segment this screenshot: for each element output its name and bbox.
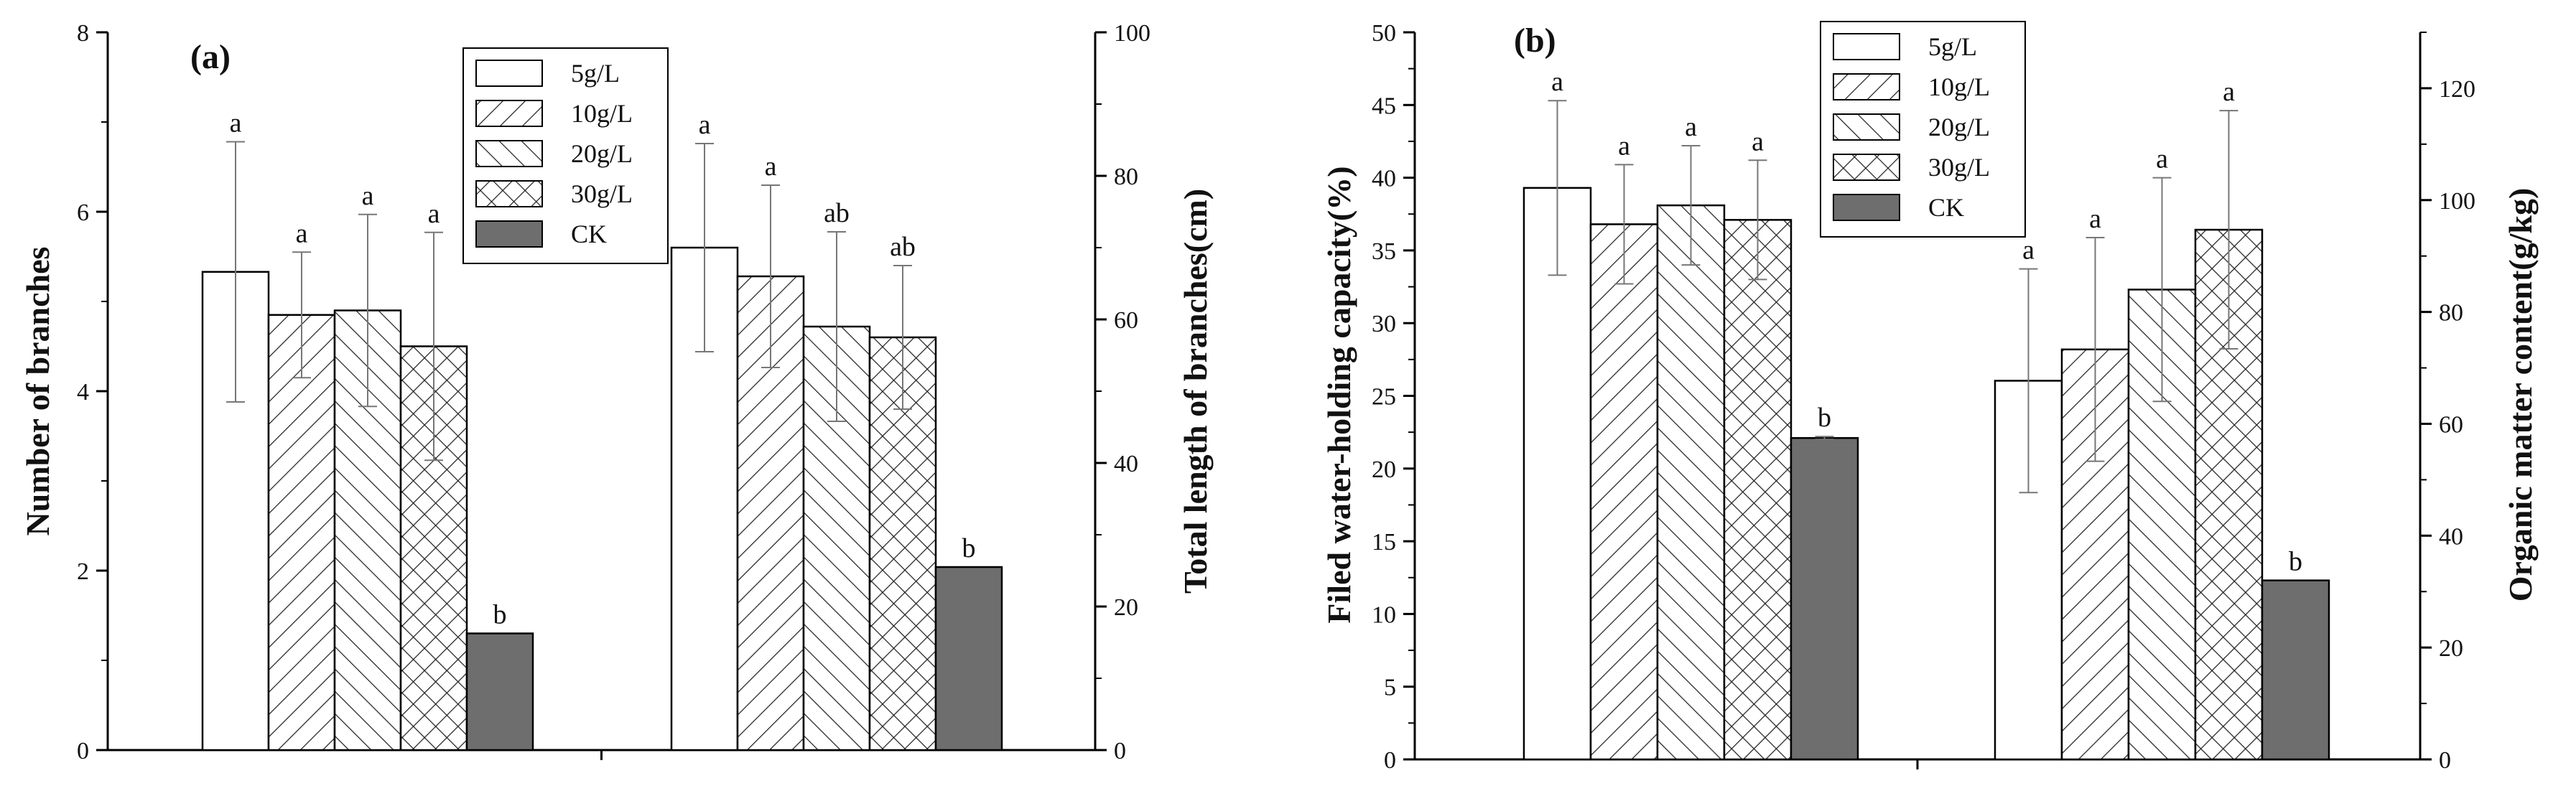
p0-bar-group1-10g/L (267, 314, 336, 751)
p1-bar-group2-CK (2261, 579, 2330, 761)
p0-right-tick-label: 60 (1114, 307, 1138, 334)
p0-left-tick-label: 4 (77, 379, 89, 406)
p0-panel-label: (a) (190, 38, 231, 76)
p1-left-tick-label: 30 (1372, 311, 1396, 337)
p0-right-tick-label: 20 (1114, 594, 1138, 621)
p1-bar-group1-20g/L (1656, 204, 1726, 761)
p1-bar-group1-10g/L (1589, 223, 1659, 761)
p1-significance-label: a (1685, 112, 1697, 142)
p1-significance-label: a (1551, 67, 1563, 97)
p1-left-tick-label: 15 (1372, 529, 1396, 556)
p0-left-tick-label: 0 (77, 738, 89, 764)
p1-legend-swatch (1833, 194, 1900, 221)
p0-bar-group2-CK (934, 566, 1003, 751)
p0-significance-label: ab (890, 232, 916, 262)
p0-legend-swatch (475, 60, 543, 87)
p0-significance-label: a (296, 218, 308, 248)
p1-significance-label: b (1818, 403, 1831, 433)
p1-significance-label: a (2223, 77, 2235, 107)
p1-significance-label: a (1618, 131, 1630, 161)
p0-legend-label: 10g/L (571, 99, 633, 128)
p0-right-tick-label: 40 (1114, 451, 1138, 477)
p1-left-tick-label: 50 (1372, 20, 1396, 47)
p0-significance-label: a (362, 181, 374, 211)
p1-left-tick-label: 25 (1372, 384, 1396, 411)
p1-significance-label: a (2089, 204, 2101, 234)
p1-bar-group1-5g/L (1522, 187, 1592, 761)
p1-right-tick-label: 120 (2439, 76, 2475, 103)
p0-significance-label: a (765, 151, 777, 182)
p1-significance-label: a (2022, 235, 2035, 266)
p0-legend-swatch (475, 180, 543, 207)
p0-significance-label: b (493, 600, 507, 630)
p1-right-tick-label: 100 (2439, 188, 2475, 215)
p1-panel-label: (b) (1514, 22, 1556, 60)
p0-legend-swatch (475, 220, 543, 248)
p1-legend-swatch (1833, 33, 1900, 60)
p1-left-tick-label: 45 (1372, 93, 1396, 119)
p0-left-axis-title: Number of branches (19, 247, 56, 536)
p1-legend-swatch (1833, 113, 1900, 141)
p1-bar-group1-30g/L (1723, 219, 1792, 761)
p1-right-tick-label: 40 (2439, 523, 2463, 550)
p0-legend-label: 5g/L (571, 59, 620, 88)
p1-legend-label: 30g/L (1928, 153, 1990, 182)
p1-left-tick-label: 35 (1372, 238, 1396, 265)
p1-legend-label: 5g/L (1928, 32, 1977, 61)
p1-significance-label: a (1752, 126, 1764, 156)
p0-right-tick-label: 0 (1114, 738, 1126, 764)
p1-left-tick-label: 20 (1372, 456, 1396, 483)
p1-right-tick-label: 80 (2439, 300, 2463, 327)
p1-significance-label: a (2156, 144, 2168, 174)
p1-left-tick-label: 40 (1372, 166, 1396, 192)
p0-right-tick-label: 80 (1114, 164, 1138, 190)
p0-left-tick-label: 6 (77, 200, 89, 226)
p0-left-tick-label: 8 (77, 20, 89, 47)
p1-legend-label: 20g/L (1928, 113, 1990, 141)
p0-significance-label: ab (824, 198, 850, 228)
p1-significance-label: b (2289, 547, 2302, 577)
p1-left-tick-label: 10 (1372, 601, 1396, 628)
panel-b-chart: 0 5 10 15 20 25 30 35 40 45 50 0 20 40 60 80 100 120 Filed… (1321, 20, 2539, 774)
p0-right-tick-label: 100 (1114, 20, 1150, 47)
p1-right-axis-title: Organic matter content(g/kg) (2502, 188, 2539, 602)
p1-left-tick-label: 0 (1384, 747, 1396, 774)
p1-left-axis-title: Filed water-holding capacity(%) (1321, 166, 1357, 623)
p0-legend-swatch (475, 100, 543, 127)
p0-legend-label: 20g/L (571, 139, 633, 168)
p0-right-axis-title: Total length of branches(cm) (1177, 189, 1214, 594)
p0-significance-label: a (230, 108, 242, 139)
p1-bar-group1-CK (1790, 437, 1859, 761)
p0-legend-swatch (475, 140, 543, 167)
p1-right-tick-label: 60 (2439, 411, 2463, 438)
p0-legend-label: 30g/L (571, 179, 633, 208)
p1-legend-swatch (1833, 73, 1900, 100)
p1-right-tick-label: 20 (2439, 635, 2463, 662)
p0-significance-label: b (962, 533, 976, 563)
p1-left-tick-label: 5 (1384, 675, 1396, 701)
p1-right-tick-label: 0 (2439, 747, 2451, 774)
p0-legend-label: CK (571, 220, 607, 248)
p0-left-tick-label: 2 (77, 558, 89, 585)
p1-legend-swatch (1833, 154, 1900, 181)
p0-significance-label: a (699, 110, 711, 140)
p1-legend-label: CK (1928, 193, 1964, 222)
p0-significance-label: a (428, 199, 440, 229)
p0-bar-group1-CK (465, 632, 534, 751)
p1-legend-label: 10g/L (1928, 72, 1990, 101)
